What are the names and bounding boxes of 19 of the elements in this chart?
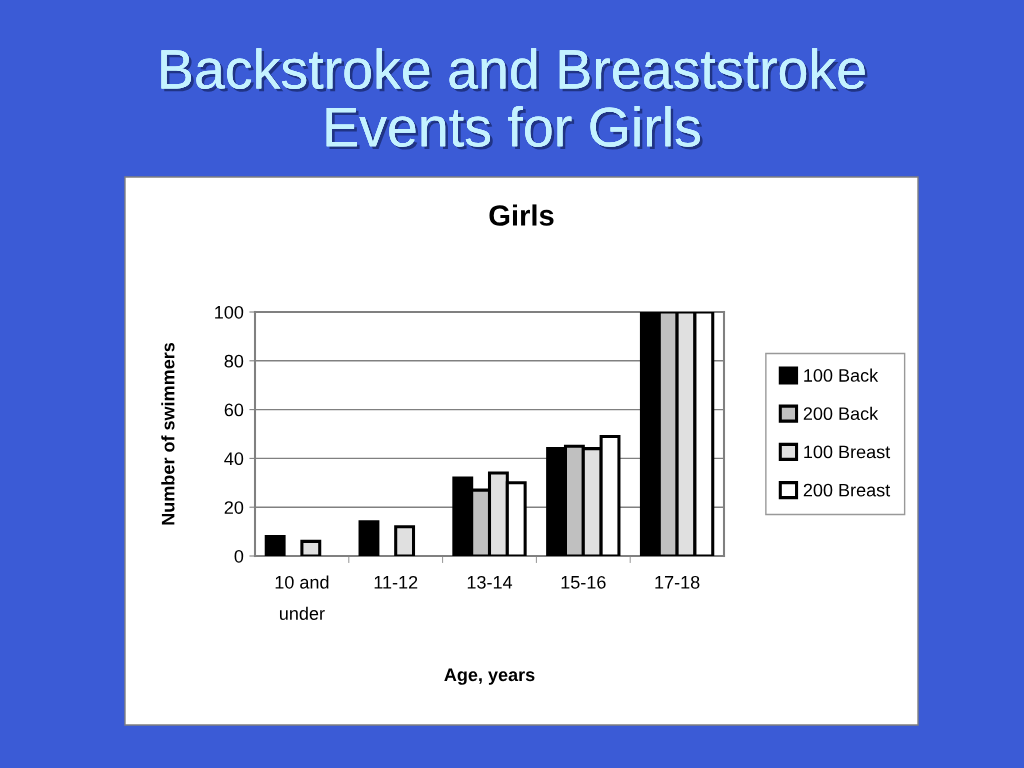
x-tick-label: 13-14	[467, 575, 513, 589]
y-tick-label: 40	[224, 452, 244, 466]
y-tick-label: 0	[234, 549, 244, 563]
legend-label: 100 Back	[804, 368, 879, 382]
x-tick-label: 11-12	[374, 575, 418, 589]
y-tick-label: 80	[224, 354, 244, 368]
legend-label: 200 Breast	[803, 483, 891, 497]
y-tick-label: 100	[215, 305, 244, 319]
legend-label: 100 Breast	[804, 445, 891, 459]
chart-title: Backstroke and Breaststroke Events for Girls	[161, 48, 868, 150]
y-tick-label: 20	[224, 501, 244, 514]
x-tick-label: 10 and under	[275, 575, 329, 620]
legend-label: 200 Back	[803, 406, 879, 421]
chart-subtitle: Girls	[489, 204, 554, 226]
x-axis-title: Age, years	[444, 668, 535, 685]
x-tick-label: 17-18	[655, 575, 700, 589]
x-tick-label: 15-16	[561, 575, 606, 589]
y-axis-title: Number of swimmers	[161, 342, 175, 525]
y-tick-label: 60	[224, 403, 244, 417]
